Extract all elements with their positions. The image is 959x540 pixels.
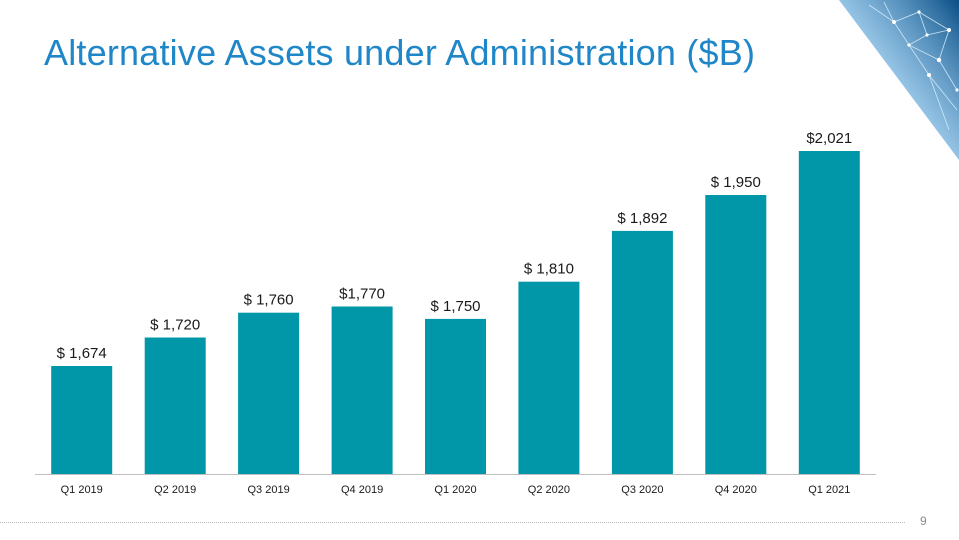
footer-divider: [0, 522, 905, 523]
data-label: $ 1,810: [524, 261, 574, 278]
data-label: $ 1,892: [617, 210, 667, 227]
x-tick-label: Q2 2020: [528, 484, 570, 496]
x-tick-label: Q1 2019: [61, 484, 103, 496]
data-label: $2,021: [806, 130, 852, 147]
page-title: Alternative Assets under Administration …: [44, 32, 756, 73]
x-tick-label: Q1 2020: [434, 484, 476, 496]
page-number: 9: [920, 514, 927, 528]
x-tick-label: Q3 2019: [247, 484, 289, 496]
bar: [611, 230, 673, 474]
x-tick-label: Q2 2019: [154, 484, 196, 496]
network-graphic-icon: [839, 0, 959, 160]
bar: [425, 318, 486, 474]
bar: [144, 337, 206, 474]
bar: [705, 195, 767, 474]
bar: [798, 151, 860, 474]
data-label: $ 1,950: [711, 174, 761, 191]
data-label: $ 1,750: [430, 298, 480, 315]
x-tick-label: Q1 2021: [808, 484, 850, 496]
bar: [331, 306, 393, 474]
data-label: $ 1,720: [150, 317, 200, 334]
data-label: $ 1,760: [244, 292, 294, 309]
bar: [518, 281, 580, 474]
x-tick-label: Q3 2020: [621, 484, 663, 496]
x-tick-label: Q4 2020: [715, 484, 757, 496]
bar: [238, 312, 300, 474]
data-label: $1,770: [339, 286, 385, 303]
data-label: $ 1,674: [57, 345, 107, 362]
bar: [51, 366, 113, 474]
x-tick-label: Q4 2019: [341, 484, 383, 496]
